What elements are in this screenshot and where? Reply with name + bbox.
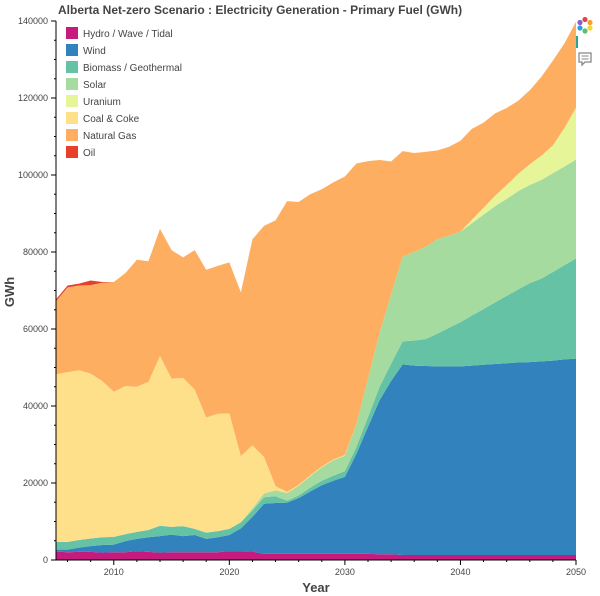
x-tick-label: 2030 (335, 567, 355, 577)
x-axis-label: Year (302, 580, 329, 595)
area-hydro-wave-tidal[interactable] (56, 551, 576, 560)
y-tick-label: 140000 (18, 16, 48, 26)
legend-swatch (66, 27, 78, 39)
area-coal-coke[interactable] (56, 107, 576, 542)
legend-label[interactable]: Coal & Coke (83, 114, 140, 125)
legend-swatch (66, 146, 78, 158)
y-tick-label: 20000 (23, 478, 48, 488)
area-natural-gas[interactable] (56, 21, 576, 492)
legend: Hydro / Wave / Tidal Wind Biomass / Geothe… (66, 27, 182, 159)
legend-swatch (66, 78, 78, 90)
legend-label[interactable]: Hydro / Wave / Tidal (83, 29, 173, 40)
legend-swatch (66, 129, 78, 141)
bokeh-logo-icon[interactable] (576, 16, 594, 34)
axes-group: 0 20000 40000 60000 80000 100000 120000 140000 2… (18, 16, 586, 577)
y-tick-label: 0 (43, 555, 48, 565)
y-axis-label: GWh (2, 277, 17, 307)
y-tick-label: 40000 (23, 401, 48, 411)
legend-swatch (66, 112, 78, 124)
x-tick-label: 2050 (566, 567, 586, 577)
legend-label[interactable]: Biomass / Geothermal (83, 63, 182, 74)
legend-label[interactable]: Uranium (83, 97, 121, 108)
y-tick-label: 120000 (18, 93, 48, 103)
area-solar[interactable] (56, 159, 576, 542)
area-wind[interactable] (56, 358, 576, 555)
x-tick-label: 2020 (219, 567, 239, 577)
y-tick-label: 60000 (23, 324, 48, 334)
legend-label[interactable]: Natural Gas (83, 131, 136, 142)
legend-label[interactable]: Wind (83, 46, 106, 57)
legend-label[interactable]: Solar (83, 80, 107, 91)
hover-tool-icon[interactable] (576, 50, 594, 68)
y-tick-label: 100000 (18, 170, 48, 180)
active-tool-indicator (576, 36, 578, 48)
legend-swatch (66, 44, 78, 56)
chart-title: Alberta Net-zero Scenario : Electricity … (58, 3, 462, 17)
x-tick-label: 2010 (104, 567, 124, 577)
legend-label[interactable]: Oil (83, 148, 95, 159)
y-tick-label: 80000 (23, 247, 48, 257)
area-biomass-geothermal[interactable] (56, 258, 576, 550)
legend-swatch (66, 61, 78, 73)
chart-toolbar (576, 16, 596, 72)
area-series-group (56, 21, 576, 560)
x-tick-label: 2040 (450, 567, 470, 577)
legend-swatch (66, 95, 78, 107)
